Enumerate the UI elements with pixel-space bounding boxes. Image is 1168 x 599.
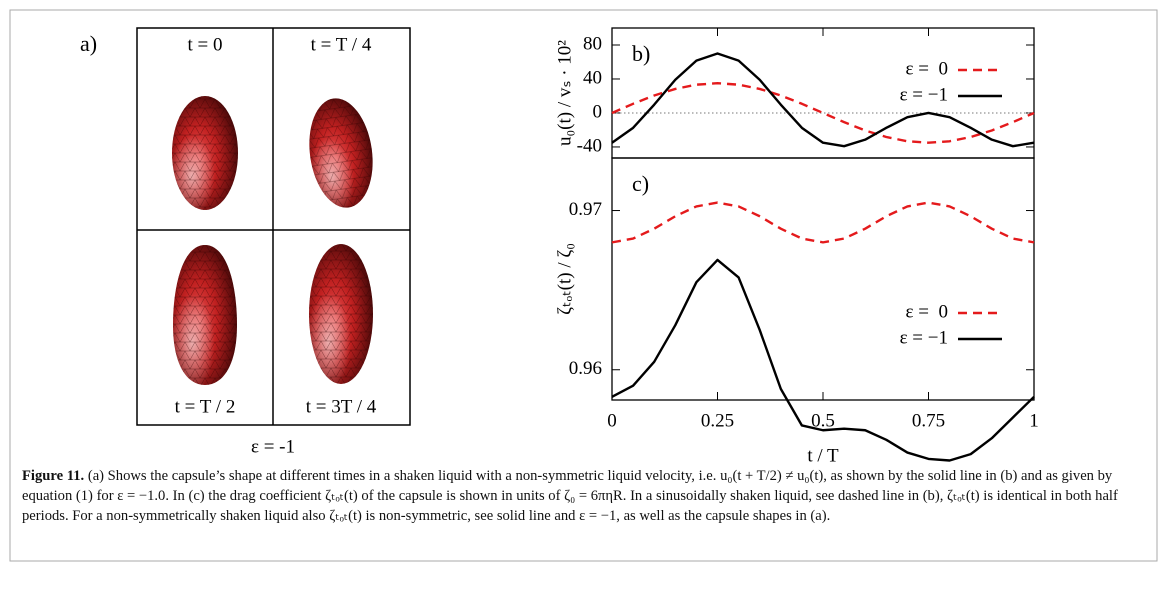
x-tick-label: 0 bbox=[607, 410, 617, 431]
caption: Figure 11. (a) Shows the capsule’s shape… bbox=[22, 466, 1144, 526]
plot-frame bbox=[611, 157, 1035, 401]
legend-label: ε = 0 bbox=[906, 58, 948, 79]
series-line bbox=[611, 258, 1035, 462]
capsule bbox=[309, 244, 373, 384]
panel-label: b) bbox=[632, 41, 650, 66]
x-tick-label: 0.25 bbox=[701, 410, 734, 431]
figure-frame bbox=[9, 9, 1158, 562]
caption-text: (a) Shows the capsule’s shape at differe… bbox=[22, 468, 1118, 524]
panel-a: a) t = 0 t = T / 4 t = T / 2 t = 3T / 4 … bbox=[80, 27, 411, 457]
capsule bbox=[172, 96, 238, 210]
y-tick-label: 0.96 bbox=[569, 358, 602, 379]
x-tick-label: 1 bbox=[1029, 410, 1039, 431]
panel-label: c) bbox=[632, 171, 649, 196]
chart: -40 0 40 80 u₀(t) / vₛ · 10² b) ε = 0 ε = −1 bbox=[554, 27, 1035, 159]
y-tick-label: -40 bbox=[577, 135, 602, 156]
cell-label: t = T / 2 bbox=[175, 396, 236, 417]
x-axis-label: t / T bbox=[807, 445, 839, 466]
y-axis-label: ζₜₒₜ(t) / ζ₀ bbox=[554, 243, 575, 315]
cell-label: t = T / 4 bbox=[311, 34, 372, 55]
plot-frame bbox=[611, 27, 1035, 159]
y-tick-label: 80 bbox=[583, 33, 602, 54]
y-tick-label: 40 bbox=[583, 67, 602, 88]
caption-label: Figure 11. bbox=[22, 468, 85, 484]
panel-footer: ε = -1 bbox=[251, 436, 295, 457]
legend-label: ε = −1 bbox=[900, 327, 948, 348]
capsule bbox=[309, 98, 373, 208]
y-tick-label: 0 bbox=[593, 101, 603, 122]
cell-label: t = 0 bbox=[188, 34, 223, 55]
x-tick-label: 0.75 bbox=[912, 410, 945, 431]
panel-label: a) bbox=[80, 31, 97, 56]
cell-label: t = 3T / 4 bbox=[306, 396, 377, 417]
y-axis-label: u₀(t) / vₛ · 10² bbox=[554, 40, 575, 146]
capsule bbox=[173, 245, 237, 385]
series-line bbox=[611, 52, 1035, 148]
x-tick-label: 0.5 bbox=[811, 410, 835, 431]
y-tick-label: 0.97 bbox=[569, 199, 602, 220]
series-line bbox=[611, 82, 1035, 144]
legend-label: ε = −1 bbox=[900, 84, 948, 105]
chart: 0.96 0.97 0 0.25 0.5 0.75 1 t / T ζₜₒₜ(t) / ζ₀ c)… bbox=[554, 28, 1039, 466]
series-line bbox=[611, 201, 1035, 244]
legend-label: ε = 0 bbox=[906, 301, 948, 322]
